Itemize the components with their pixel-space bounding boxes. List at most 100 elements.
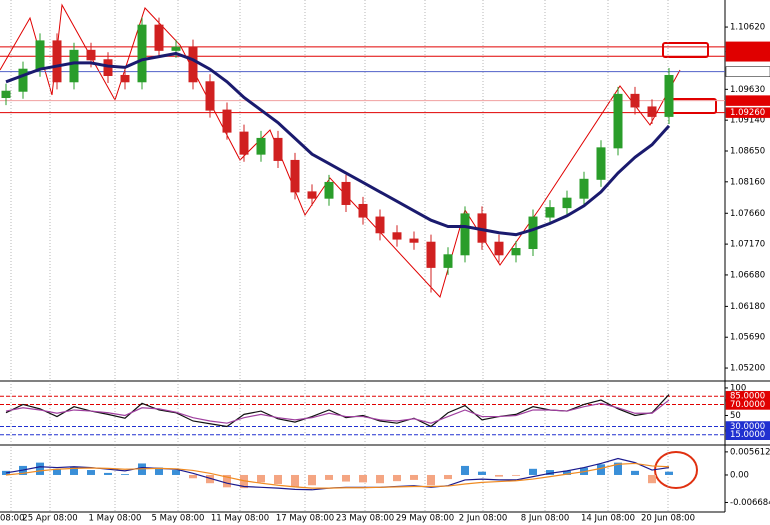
- candle-body: [375, 216, 385, 234]
- histogram-bar: [410, 474, 418, 480]
- x-tick-label: 5 May 08:00: [152, 514, 205, 524]
- candle-body: [630, 93, 640, 108]
- x-tick-label: 25 Apr 08:00: [22, 514, 77, 524]
- x-tick-label: 08:00: [0, 514, 25, 524]
- candle-body: [171, 46, 181, 51]
- y-tick-label: 1.05200: [730, 364, 765, 374]
- histogram-bar: [206, 474, 214, 484]
- candle-body: [528, 216, 538, 250]
- histogram-bar: [172, 470, 180, 475]
- candle-body: [154, 24, 164, 51]
- histogram-bar: [36, 462, 44, 475]
- histogram-bar: [376, 474, 384, 484]
- candle-body: [18, 68, 28, 92]
- candle-body: [307, 191, 317, 199]
- candle-body: [358, 203, 368, 218]
- x-tick-label: 1 May 08:00: [89, 514, 142, 524]
- zigzag: [0, 3, 681, 298]
- histogram-bar: [614, 462, 622, 475]
- histogram-bar: [240, 474, 248, 489]
- histogram-bar: [546, 470, 554, 475]
- candle-body: [222, 109, 232, 133]
- y-tick-label: 50: [730, 411, 741, 421]
- histogram-bar: [478, 471, 486, 475]
- histogram-bar: [665, 471, 673, 475]
- histogram-bar: [529, 468, 537, 475]
- candle-body: [290, 159, 300, 193]
- level-label: 1.09260: [730, 108, 765, 118]
- histogram-bar: [461, 465, 469, 475]
- histogram-bar: [223, 474, 231, 488]
- candle-body: [579, 178, 589, 199]
- histogram-bar: [563, 470, 571, 475]
- candle-body: [86, 49, 96, 61]
- x-tick-label: 2 Jun 08:00: [459, 514, 508, 524]
- level-label-box: [725, 51, 770, 62]
- candle-body: [256, 137, 266, 155]
- level-label: 30.0000: [730, 422, 765, 432]
- level-label-box: [725, 66, 770, 77]
- candle-body: [239, 131, 249, 155]
- y-tick-label: 1.07170: [730, 240, 765, 250]
- candle-body: [613, 93, 623, 149]
- histogram-bar: [155, 467, 163, 475]
- candle-body: [341, 181, 351, 205]
- candle-body: [1, 90, 11, 99]
- histogram-bar: [70, 466, 78, 475]
- histogram-bar: [87, 470, 95, 475]
- y-tick-label: 1.10620: [730, 23, 765, 33]
- level-label: 15.0000: [730, 430, 765, 440]
- candle-body: [647, 106, 657, 117]
- candle-body: [69, 49, 79, 83]
- y-tick-label: 1.06180: [730, 302, 765, 312]
- y-tick-label: 1.05690: [730, 333, 765, 343]
- histogram-bar: [597, 464, 605, 475]
- histogram-bar: [631, 470, 639, 475]
- histogram-bar: [291, 474, 299, 487]
- histogram-bar: [648, 474, 656, 484]
- histogram-bar: [53, 468, 61, 475]
- y-tick-label: 1.07660: [730, 209, 765, 219]
- candle-body: [494, 241, 504, 256]
- level-label-box: [725, 399, 770, 410]
- y-tick-label: 1.09140: [730, 116, 765, 126]
- level-label-box: [725, 95, 770, 106]
- y-tick-label: 100: [730, 383, 746, 393]
- level-label-box: [725, 107, 770, 118]
- histogram-bar: [393, 474, 401, 482]
- y-tick-label: 0.00: [730, 470, 749, 480]
- histogram-bar: [104, 472, 112, 475]
- candle-body: [188, 46, 198, 83]
- candle-body: [205, 81, 215, 111]
- candle-body: [35, 40, 45, 70]
- level-label: 85.0000: [730, 392, 765, 402]
- candle-body: [562, 197, 572, 209]
- candle-body: [409, 238, 419, 243]
- candle-body: [120, 74, 130, 83]
- histogram-bar: [189, 474, 197, 479]
- y-tick-label: 1.09630: [730, 85, 765, 95]
- candle-body: [273, 137, 283, 161]
- series-line: [5, 399, 670, 424]
- candle-body: [511, 248, 521, 256]
- candle-body: [443, 254, 453, 268]
- y-tick-label: 1.08650: [730, 146, 765, 156]
- level-label-box: [725, 429, 770, 440]
- y-tick-label: 0.0056125: [730, 447, 770, 457]
- histogram-bar: [325, 474, 333, 480]
- y-tick-label: 1.08160: [730, 177, 765, 187]
- candle-body: [545, 207, 555, 218]
- candle-body: [392, 232, 402, 240]
- candle-body: [137, 24, 147, 83]
- histogram-bar: [121, 474, 129, 475]
- candle-body: [426, 241, 436, 268]
- histogram-bar: [274, 474, 282, 485]
- candle-body: [664, 74, 674, 117]
- x-tick-label: 17 May 08:00: [276, 514, 334, 524]
- series-line: [5, 51, 671, 237]
- highlight-box: [662, 42, 709, 58]
- candle-body: [52, 40, 62, 83]
- candle-body: [596, 147, 606, 180]
- histogram-bar: [495, 474, 503, 477]
